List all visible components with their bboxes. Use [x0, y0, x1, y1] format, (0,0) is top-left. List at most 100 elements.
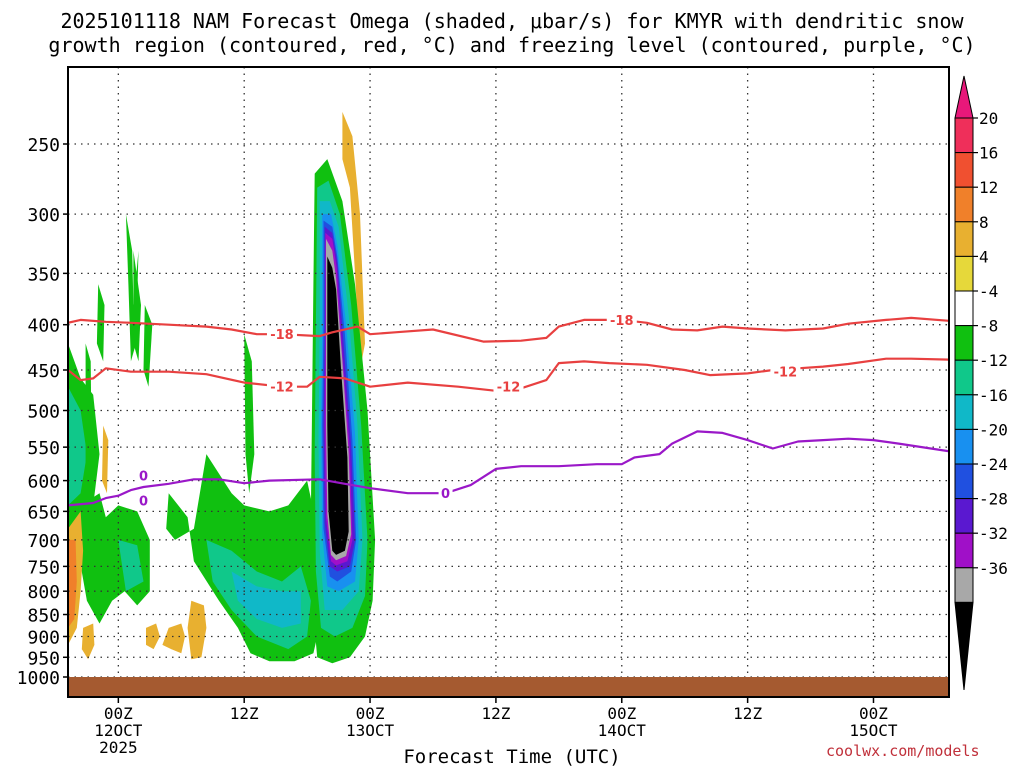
colorbar-bin-7	[954, 359, 974, 396]
contour-label-bg-0-2	[438, 485, 453, 501]
contour-label--12-1: -12	[497, 381, 521, 396]
x-tick-60-line2: 15OCT	[849, 721, 898, 740]
chart-title-line2: growth region (contoured, red, °C) and f…	[48, 33, 976, 57]
colorbar-bin-3	[954, 221, 974, 257]
contour-label-bg--12-2	[770, 363, 801, 379]
contour-label--12-2: -12	[774, 366, 798, 381]
x-tick-30-line1: 12Z	[481, 704, 510, 723]
colorbar-bin-12	[954, 532, 974, 569]
colorbar-bin-2	[954, 186, 974, 223]
contour-label-bg-0-1	[136, 492, 151, 508]
contour-label-0-1: 0	[139, 495, 148, 510]
contour-label-bg--18-1	[606, 311, 637, 327]
omega-left-teal	[118, 539, 144, 592]
contour-line-0	[68, 430, 949, 507]
omega-left-green	[78, 493, 150, 624]
y-tick-750: 750	[27, 557, 60, 578]
y-tick-900: 900	[27, 627, 60, 648]
y-tick-450: 450	[27, 361, 60, 382]
y-tick-1000: 1000	[17, 668, 60, 689]
y-tick-800: 800	[27, 582, 60, 603]
contour-label--18-0: -18	[270, 328, 294, 343]
x-tick-20-line1: 00Z	[356, 704, 385, 723]
contour-line--18	[68, 316, 949, 343]
y-tick-350: 350	[27, 264, 60, 285]
terrain-band	[69, 677, 948, 696]
x-tick-60-line1: 00Z	[859, 704, 888, 723]
colorbar-bin-8	[954, 394, 974, 430]
x-tick-10-line1: 12Z	[230, 704, 259, 723]
colorbar-label-13: -36	[979, 559, 1008, 578]
colorbar-label-9: -20	[979, 420, 1008, 439]
y-tick-250: 250	[27, 135, 60, 156]
x-tick-0-line3: 2025	[99, 738, 138, 757]
colorbar-bin-5	[954, 290, 974, 327]
x-tick-40-line1: 00Z	[607, 704, 636, 723]
colorbar-label-8: -16	[979, 386, 1008, 405]
colorbar-label-3: 8	[979, 213, 989, 232]
contour-label--12-0: -12	[270, 381, 294, 396]
y-tick-400: 400	[27, 316, 60, 337]
colorbar-label-10: -24	[979, 455, 1008, 474]
colorbar: 20 16 12 8 4 -4 -8 -12 -16 -20 -24 -28 -32 -36	[954, 75, 1008, 691]
contour-label-bg--12-0	[266, 378, 297, 394]
contour-label-bg--12-1	[493, 378, 524, 394]
y-tick-650: 650	[27, 502, 60, 523]
colorbar-bin-13	[954, 567, 974, 603]
x-tick-40-line2: 14OCT	[598, 721, 647, 740]
omega-upper-yellow	[342, 111, 365, 371]
credit-link[interactable]: coolwx.com/models	[826, 742, 980, 760]
colorbar-bin-4	[954, 255, 974, 292]
omega-streak-5	[85, 343, 92, 494]
colorbar-label-12: -32	[979, 524, 1008, 543]
x-tick-0-line2: 12OCT	[94, 721, 143, 740]
colorbar-label-5: -4	[979, 282, 998, 301]
y-tick-550: 550	[27, 438, 60, 459]
contour-label-bg-0-0	[136, 467, 151, 483]
colorbar-label-11: -28	[979, 490, 1008, 509]
y-tick-500: 500	[27, 402, 60, 423]
omega-yellow-m1	[162, 623, 185, 654]
terrain	[69, 677, 948, 696]
y-tick-700: 700	[27, 531, 60, 552]
colorbar-bin-9	[954, 428, 974, 465]
colorbar-label-1: 16	[979, 144, 998, 163]
colorbar-bottom-arrow	[954, 601, 974, 691]
y-tick-300: 300	[27, 205, 60, 226]
colorbar-bin-6	[954, 325, 974, 361]
x-tick-20-line2: 13OCT	[346, 721, 395, 740]
x-tick-0-line1: 00Z	[104, 704, 133, 723]
contour-label-bg--18-0	[266, 326, 297, 342]
temperature-contours: -18 -18 -12 -12 -12 0 0 0	[68, 311, 949, 510]
omega-early-teal	[68, 386, 87, 506]
grid-lines	[68, 67, 949, 697]
omega-yellow-m2	[187, 600, 207, 660]
colorbar-bin-1	[954, 152, 974, 188]
contour-label-0-2: 0	[441, 487, 450, 502]
y-tick-850: 850	[27, 606, 60, 627]
omega-streak-4	[96, 284, 105, 362]
colorbar-bin-0	[954, 117, 974, 154]
omega-streak-3	[143, 305, 153, 387]
colorbar-top-arrow	[954, 75, 974, 119]
plot-frame	[67, 66, 950, 698]
x-axis-title: Forecast Time (UTC)	[403, 746, 621, 768]
omega-morning-cyan	[231, 571, 301, 628]
omega-shading	[68, 111, 376, 664]
omega-yellow-streak	[102, 425, 109, 494]
colorbar-label-2: 12	[979, 178, 998, 197]
contour-label-0-0: 0	[139, 469, 148, 484]
omega-streak-morning	[244, 334, 255, 494]
y-axis: 250 300 350 400 450 500 550 600 650 700 750 800 8509…	[17, 135, 68, 689]
y-tick-600: 600	[27, 472, 60, 493]
omega-streak-2	[133, 250, 141, 362]
x-tick-50-line1: 12Z	[733, 704, 762, 723]
colorbar-bin-11	[954, 498, 974, 534]
contour-label--18-1: -18	[610, 314, 634, 329]
omega-yellow-small	[81, 623, 95, 660]
chart-title-line1: 2025101118 NAM Forecast Omega (shaded, μ…	[60, 9, 964, 33]
colorbar-label-6: -8	[979, 317, 998, 336]
colorbar-label-0: 20	[979, 109, 998, 128]
